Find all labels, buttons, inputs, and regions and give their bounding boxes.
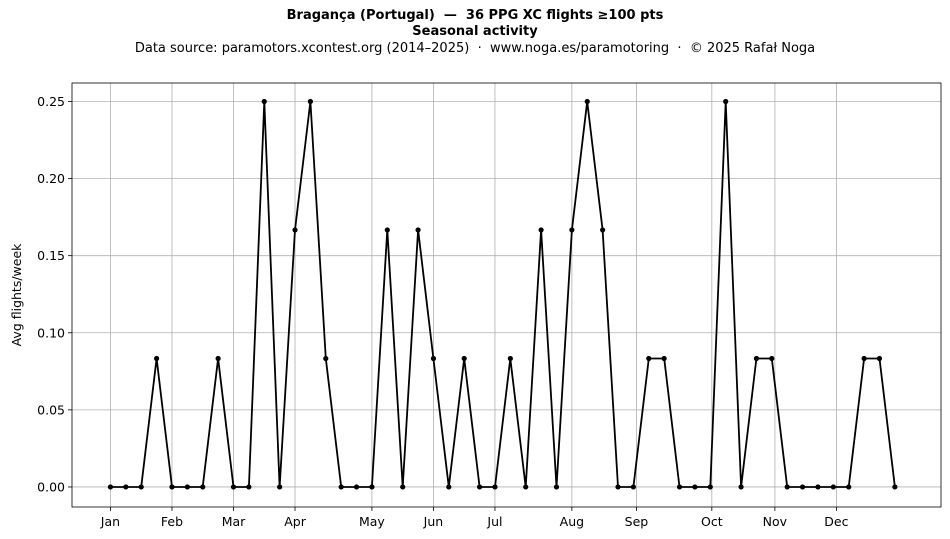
data-point: [107, 484, 114, 490]
data-point: [384, 227, 390, 233]
data-point: [307, 98, 313, 105]
chart-source: Data source: paramotors.xcontest.org (20…: [134, 41, 816, 56]
data-point: [753, 355, 760, 362]
x-tick-label: Mar: [222, 514, 246, 529]
chart-subtitle: Seasonal activity: [412, 24, 538, 39]
y-tick-label: 0.20: [37, 171, 65, 186]
x-tick-label: Oct: [701, 514, 723, 529]
data-point: [707, 484, 713, 490]
data-point: [600, 227, 606, 233]
x-tick-label: Nov: [763, 514, 788, 529]
data-point: [676, 484, 683, 490]
chart-title: Bragança (Portugal) — 36 PPG XC flights …: [286, 8, 664, 23]
y-axis-label: Avg flights/week: [9, 243, 24, 347]
data-point: [538, 227, 544, 233]
y-tick-label: 0.25: [37, 94, 65, 109]
y-tick-label: 0.05: [37, 402, 65, 417]
data-point: [584, 98, 590, 105]
series-layer: [107, 98, 898, 490]
tick-layer: Jan Feb Mar Apr May Jun Jul Aug Sep Oct Nov Dec 0.00…: [37, 94, 848, 529]
data-point: [892, 484, 898, 490]
data-point: [615, 484, 621, 490]
x-tick-label: Jan: [100, 514, 120, 529]
data-point: [292, 227, 298, 233]
data-point: [861, 355, 867, 362]
data-point: [369, 484, 375, 490]
data-point: [277, 484, 283, 490]
data-point: [723, 98, 729, 105]
data-point: [738, 484, 744, 490]
data-point: [523, 484, 529, 490]
data-point: [830, 484, 836, 490]
data-point: [230, 484, 237, 490]
x-tick-label: Jul: [486, 514, 502, 529]
data-point: [461, 355, 467, 362]
data-point: [323, 355, 329, 362]
data-point: [153, 355, 160, 362]
x-tick-label: Dec: [824, 514, 848, 529]
data-point: [784, 484, 790, 490]
data-point: [769, 355, 775, 362]
data-point: [353, 484, 360, 490]
data-point: [646, 355, 652, 362]
data-point: [799, 484, 806, 490]
data-point: [215, 355, 221, 362]
data-point: [246, 484, 252, 490]
x-tick-label: May: [359, 514, 385, 529]
data-point: [692, 484, 698, 490]
y-tick-label: 0.15: [37, 248, 65, 263]
data-point: [261, 98, 267, 105]
data-point: [169, 484, 175, 490]
y-tick-label: 0.00: [37, 479, 65, 494]
data-point: [400, 484, 406, 490]
data-point: [553, 484, 560, 490]
data-point: [569, 227, 575, 233]
grid-lines: [72, 83, 941, 507]
data-point: [661, 355, 667, 362]
data-point: [430, 355, 437, 362]
x-tick-label: Feb: [161, 514, 183, 529]
data-point: [415, 227, 421, 233]
x-tick-label: Aug: [560, 514, 584, 529]
data-point: [630, 484, 636, 490]
data-point: [476, 484, 483, 490]
x-tick-label: Apr: [284, 514, 306, 529]
plot-frame: [71, 82, 942, 508]
data-point: [138, 484, 144, 490]
data-point: [507, 355, 513, 362]
series-line: [110, 100, 896, 488]
data-point: [446, 484, 452, 490]
x-tick-label: Jun: [423, 514, 444, 529]
data-point: [123, 484, 129, 490]
data-point: [815, 484, 821, 490]
data-point: [846, 484, 852, 490]
x-tick-label: Sep: [625, 514, 649, 529]
data-point: [876, 355, 883, 362]
data-point: [492, 484, 498, 490]
y-tick-label: 0.10: [37, 325, 65, 340]
data-point: [338, 484, 344, 490]
data-point: [200, 484, 206, 490]
title-block: Bragança (Portugal) — 36 PPG XC flights …: [0, 8, 950, 57]
data-point: [184, 484, 190, 490]
